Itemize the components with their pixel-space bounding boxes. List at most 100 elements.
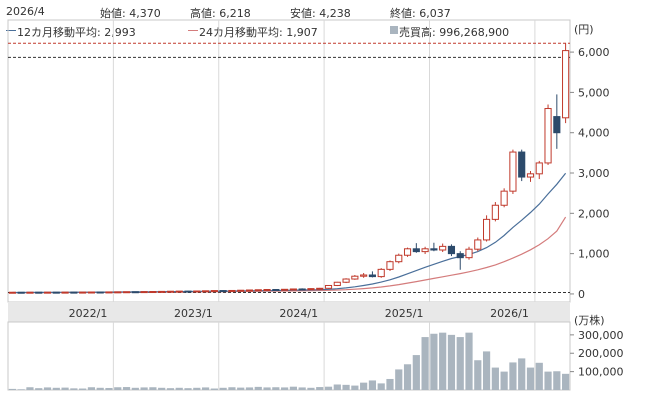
x-tick-label: 2026/1 <box>490 307 529 320</box>
price-panel-frame <box>7 19 571 303</box>
volume-bar <box>175 387 183 390</box>
volume-bar <box>210 388 218 390</box>
close-value: 終値: 6,037 <box>390 7 451 20</box>
candle-body <box>8 291 16 294</box>
volume-y-tick-label: 200,000 <box>578 347 624 360</box>
candle-body <box>562 50 570 119</box>
volume-bar <box>360 382 368 390</box>
volume-bar <box>87 387 96 390</box>
volume-bar <box>562 373 570 390</box>
volume-bar <box>403 364 412 390</box>
candle-body <box>79 291 87 294</box>
candle-body <box>439 245 447 251</box>
candle-body <box>210 290 218 293</box>
volume-bar <box>439 332 447 390</box>
candle-body <box>509 151 517 192</box>
volume-bar <box>386 378 394 390</box>
volume-bar <box>526 367 535 390</box>
volume-bar <box>324 386 333 390</box>
volume-bar <box>237 387 245 390</box>
candle-body <box>105 291 113 294</box>
volume-bar <box>518 358 526 390</box>
candle-body <box>272 289 280 292</box>
candle-body <box>333 281 341 286</box>
candle-body <box>456 253 464 259</box>
candle-body <box>149 291 157 294</box>
volume-bar <box>43 387 52 390</box>
candle-body <box>254 289 262 292</box>
volume-bar <box>272 387 280 390</box>
candle-body <box>289 288 297 291</box>
candle-body <box>368 274 376 278</box>
period-label: 2026/4 <box>6 5 45 18</box>
candle-body <box>526 173 535 178</box>
candle-body <box>544 108 552 164</box>
candle-body <box>491 204 499 220</box>
candle-body <box>377 268 385 278</box>
volume-bar <box>219 387 227 390</box>
candle-body <box>35 291 43 294</box>
volume-bar <box>105 387 113 390</box>
candle-body <box>237 289 245 292</box>
candle-body <box>26 291 34 294</box>
candle-body <box>342 278 350 283</box>
volume-bar <box>79 388 87 390</box>
volume-bar <box>377 383 385 390</box>
low-value: 安値: 4,238 <box>290 7 351 20</box>
y-tick-label: 3,000 <box>578 167 610 180</box>
y-tick-label: 5,000 <box>578 86 610 99</box>
y-tick-label: 6,000 <box>578 46 610 59</box>
ma24-legend: 24カ月移動平均: 1,907 <box>199 26 318 39</box>
volume-bar <box>316 387 324 390</box>
candle-body <box>184 290 192 293</box>
volume-bar <box>52 387 60 390</box>
volume-bar <box>544 371 552 390</box>
candle-body <box>324 284 333 289</box>
volume-bar <box>26 387 34 390</box>
candle-body <box>122 291 131 294</box>
price-unit-label: (円) <box>574 23 594 36</box>
candle-body <box>175 290 183 293</box>
candle-body <box>193 290 201 293</box>
candle-body <box>412 248 420 253</box>
volume-bar <box>430 333 438 390</box>
volume-bar <box>70 388 78 390</box>
candle-body <box>483 218 491 241</box>
candle-body <box>52 291 60 294</box>
candle-body <box>421 248 429 253</box>
volume-bar <box>474 360 482 390</box>
volume-bar <box>96 387 104 390</box>
volume-bar <box>351 385 359 390</box>
candle-body <box>386 261 394 270</box>
volume-bar <box>131 387 139 390</box>
volume-bar <box>509 362 517 390</box>
candle-body <box>263 289 271 292</box>
volume-bar <box>140 387 148 390</box>
y-tick-label: 1,000 <box>578 248 610 261</box>
candle-body <box>351 275 359 280</box>
candle-body <box>281 288 289 291</box>
candle-body <box>245 289 254 292</box>
candle-body <box>307 288 315 291</box>
candle-body <box>219 290 227 293</box>
open-value: 始値: 4,370 <box>100 7 161 20</box>
volume-bar <box>456 337 464 390</box>
candle-body <box>500 190 508 206</box>
volume-bar <box>201 387 210 390</box>
volume-panel-frame <box>7 321 571 391</box>
volume-bar <box>35 388 43 390</box>
volume-bar <box>61 387 69 390</box>
volume-bar <box>500 371 508 390</box>
volume-bar <box>281 387 289 390</box>
candle-body <box>298 288 306 291</box>
x-tick-label: 2025/1 <box>385 307 424 320</box>
candle-body <box>202 290 210 293</box>
volume-bar <box>228 387 236 390</box>
candle-body <box>114 291 122 294</box>
volume-bar <box>342 384 350 390</box>
candle-body <box>395 254 403 263</box>
y-tick-label: 2,000 <box>578 207 610 220</box>
volume-bar <box>158 387 166 390</box>
volume-bar <box>535 362 543 390</box>
volume-bar <box>553 371 561 390</box>
